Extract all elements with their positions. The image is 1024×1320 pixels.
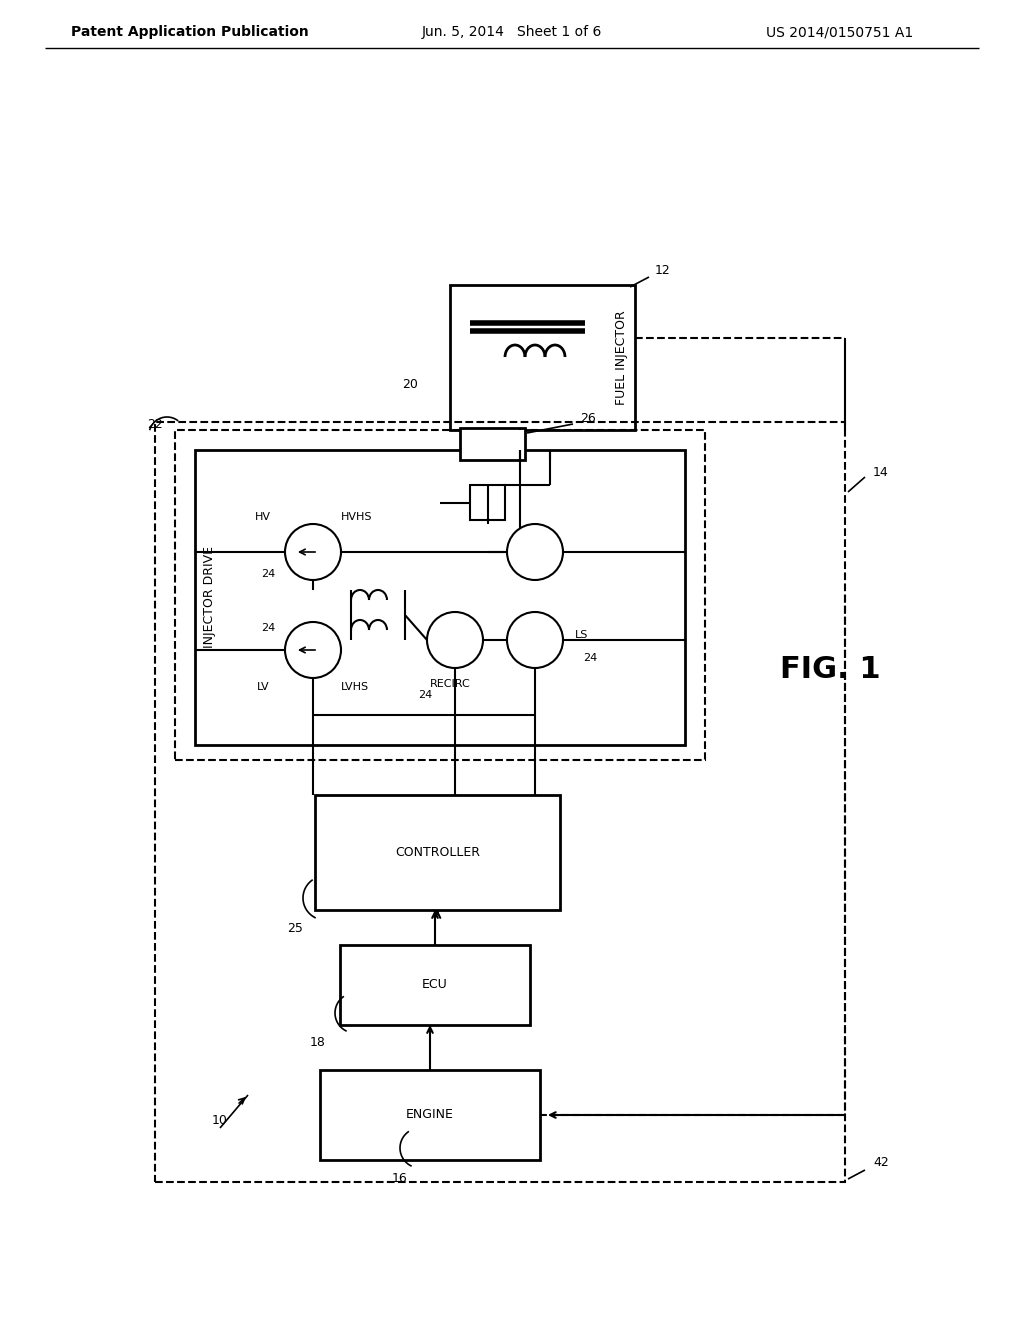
Text: LV: LV [257,682,269,692]
Text: HV: HV [255,512,271,521]
Text: 14: 14 [873,466,889,479]
Text: FIG. 1: FIG. 1 [779,656,881,685]
Text: US 2014/0150751 A1: US 2014/0150751 A1 [766,25,913,40]
Text: LS: LS [575,630,589,640]
Text: 12: 12 [655,264,671,276]
Text: HVHS: HVHS [341,512,373,521]
Text: 18: 18 [310,1036,326,1049]
Text: 24: 24 [583,653,597,663]
Bar [195,450,685,744]
Bar [460,428,525,459]
Text: 10: 10 [212,1114,228,1126]
Text: 22: 22 [147,418,163,432]
Text: 25: 25 [287,921,303,935]
Text: 16: 16 [392,1172,408,1184]
Text: 26: 26 [580,412,596,425]
Text: Patent Application Publication: Patent Application Publication [71,25,309,40]
Bar [175,430,705,760]
Bar [155,422,845,1181]
Circle shape [507,612,563,668]
Text: 20: 20 [402,379,418,392]
Text: ECU: ECU [422,978,447,991]
Text: I: I [485,496,489,510]
Text: 24: 24 [261,623,275,634]
Text: CONTROLLER: CONTROLLER [395,846,480,859]
Circle shape [285,524,341,579]
Text: LVHS: LVHS [341,682,369,692]
Bar [315,795,560,909]
Text: INJECTOR DRIVE: INJECTOR DRIVE [203,546,215,648]
Text: 24: 24 [418,690,432,700]
Circle shape [427,612,483,668]
Bar [470,484,505,520]
Bar [450,285,635,430]
Text: 42: 42 [873,1155,889,1168]
Text: Jun. 5, 2014   Sheet 1 of 6: Jun. 5, 2014 Sheet 1 of 6 [422,25,602,40]
Text: 24: 24 [261,569,275,579]
Text: RECIRC: RECIRC [430,678,470,689]
Circle shape [285,622,341,678]
Bar [319,1071,540,1160]
Circle shape [507,524,563,579]
Bar [340,945,530,1026]
Text: ENGINE: ENGINE [407,1109,454,1122]
Text: FUEL INJECTOR: FUEL INJECTOR [614,310,628,405]
